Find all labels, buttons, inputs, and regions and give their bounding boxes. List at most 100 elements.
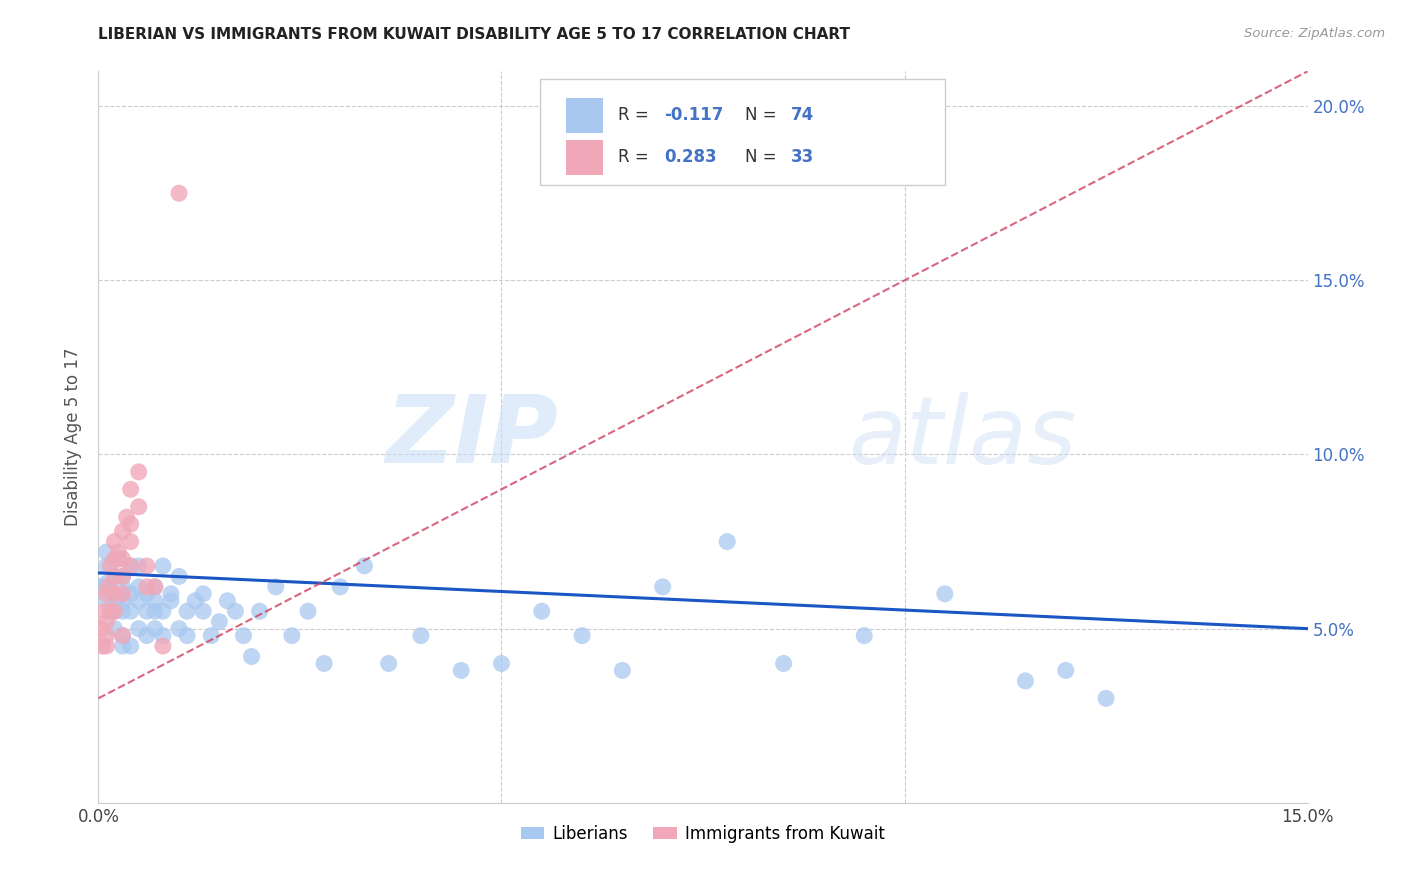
- Text: Source: ZipAtlas.com: Source: ZipAtlas.com: [1244, 27, 1385, 40]
- Liberians: [111, 639, 134, 653]
- Liberians: [491, 657, 513, 671]
- Liberians: [232, 629, 254, 643]
- Liberians: [96, 576, 118, 591]
- Liberians: [160, 594, 183, 608]
- Immigrants from Kuwait: [128, 465, 150, 479]
- Liberians: [143, 622, 166, 636]
- Liberians: [111, 569, 134, 583]
- Liberians: [193, 587, 215, 601]
- Liberians: [128, 558, 150, 573]
- Immigrants from Kuwait: [100, 604, 122, 618]
- Liberians: [329, 580, 352, 594]
- Liberians: [217, 594, 239, 608]
- Liberians: [281, 629, 304, 643]
- Liberians: [167, 622, 190, 636]
- Immigrants from Kuwait: [103, 569, 125, 583]
- Immigrants from Kuwait: [96, 629, 118, 643]
- Liberians: [91, 580, 114, 594]
- Liberians: [111, 580, 134, 594]
- Liberians: [120, 587, 142, 601]
- Liberians: [143, 604, 166, 618]
- Liberians: [200, 629, 222, 643]
- Liberians: [716, 534, 738, 549]
- Liberians: [96, 545, 118, 559]
- Immigrants from Kuwait: [111, 552, 134, 566]
- Liberians: [264, 580, 287, 594]
- Text: 74: 74: [792, 106, 814, 124]
- Liberians: [530, 604, 553, 618]
- Liberians: [450, 664, 472, 678]
- Text: N =: N =: [745, 106, 782, 124]
- Liberians: [103, 569, 125, 583]
- Liberians: [152, 604, 174, 618]
- Liberians: [1095, 691, 1118, 706]
- Text: ZIP: ZIP: [385, 391, 558, 483]
- Immigrants from Kuwait: [111, 629, 134, 643]
- Immigrants from Kuwait: [96, 639, 118, 653]
- Liberians: [571, 629, 593, 643]
- Immigrants from Kuwait: [107, 545, 129, 559]
- Text: R =: R =: [619, 106, 654, 124]
- Liberians: [111, 629, 134, 643]
- Immigrants from Kuwait: [111, 569, 134, 583]
- Immigrants from Kuwait: [91, 639, 114, 653]
- Liberians: [377, 657, 399, 671]
- Liberians: [240, 649, 263, 664]
- Liberians: [224, 604, 246, 618]
- Immigrants from Kuwait: [103, 604, 125, 618]
- Immigrants from Kuwait: [103, 587, 125, 601]
- Liberians: [135, 629, 157, 643]
- Immigrants from Kuwait: [90, 622, 112, 636]
- Liberians: [193, 604, 215, 618]
- Liberians: [314, 657, 336, 671]
- Liberians: [96, 558, 118, 573]
- Liberians: [353, 558, 375, 573]
- Liberians: [111, 604, 134, 618]
- Legend: Liberians, Immigrants from Kuwait: Liberians, Immigrants from Kuwait: [515, 818, 891, 849]
- Immigrants from Kuwait: [103, 552, 125, 566]
- Liberians: [651, 580, 673, 594]
- Liberians: [96, 594, 118, 608]
- Liberians: [208, 615, 231, 629]
- Text: N =: N =: [745, 148, 782, 166]
- Text: -0.117: -0.117: [664, 106, 724, 124]
- Liberians: [297, 604, 319, 618]
- Immigrants from Kuwait: [120, 534, 142, 549]
- Liberians: [135, 587, 157, 601]
- Immigrants from Kuwait: [100, 558, 122, 573]
- Immigrants from Kuwait: [103, 534, 125, 549]
- Liberians: [103, 594, 125, 608]
- Immigrants from Kuwait: [152, 639, 174, 653]
- Liberians: [249, 604, 271, 618]
- Immigrants from Kuwait: [135, 580, 157, 594]
- Immigrants from Kuwait: [120, 483, 142, 497]
- Liberians: [612, 664, 634, 678]
- Immigrants from Kuwait: [167, 186, 190, 201]
- Liberians: [1014, 673, 1036, 688]
- Liberians: [160, 587, 183, 601]
- Liberians: [152, 629, 174, 643]
- Immigrants from Kuwait: [135, 558, 157, 573]
- Immigrants from Kuwait: [111, 587, 134, 601]
- Immigrants from Kuwait: [97, 580, 120, 594]
- Liberians: [103, 622, 125, 636]
- Liberians: [167, 569, 190, 583]
- Liberians: [143, 594, 166, 608]
- Liberians: [135, 604, 157, 618]
- Text: R =: R =: [619, 148, 654, 166]
- Liberians: [176, 604, 198, 618]
- Y-axis label: Disability Age 5 to 17: Disability Age 5 to 17: [65, 348, 83, 526]
- Immigrants from Kuwait: [143, 580, 166, 594]
- Liberians: [152, 558, 174, 573]
- Liberians: [103, 587, 125, 601]
- Liberians: [1054, 664, 1077, 678]
- Immigrants from Kuwait: [128, 500, 150, 514]
- Immigrants from Kuwait: [111, 524, 134, 538]
- Liberians: [409, 629, 432, 643]
- Text: 33: 33: [792, 148, 814, 166]
- Liberians: [128, 594, 150, 608]
- Liberians: [128, 622, 150, 636]
- Immigrants from Kuwait: [94, 604, 117, 618]
- Immigrants from Kuwait: [120, 517, 142, 532]
- FancyBboxPatch shape: [540, 78, 945, 185]
